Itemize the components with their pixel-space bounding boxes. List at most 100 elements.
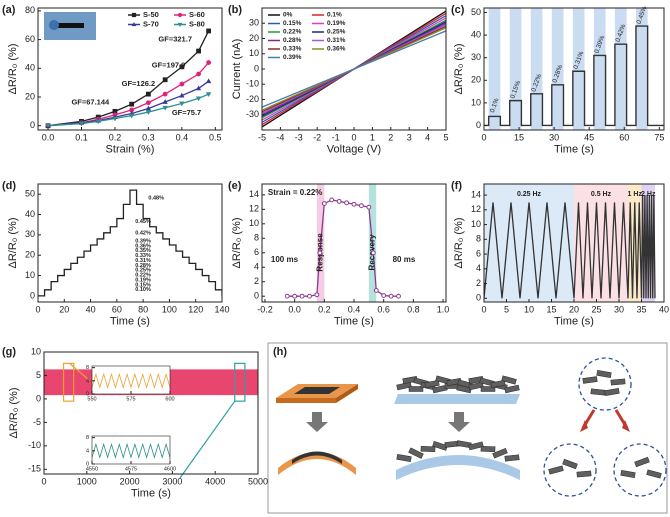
x-axis-label: Time (s) bbox=[110, 316, 150, 328]
marker bbox=[179, 101, 185, 107]
marker bbox=[292, 293, 298, 299]
legend-label: S-50 bbox=[143, 10, 159, 19]
annotation: GF=197.9 bbox=[152, 60, 186, 69]
x-tick-label: -2 bbox=[313, 132, 321, 142]
marker bbox=[344, 200, 350, 206]
y-tick-label: 10 bbox=[249, 48, 259, 58]
y-tick-label: 5 bbox=[36, 370, 41, 380]
y-tick-label: 2 bbox=[254, 276, 259, 286]
x-tick-label: 60 bbox=[619, 132, 629, 142]
shaded-region bbox=[635, 8, 648, 130]
x-tick-label: 0.8 bbox=[407, 304, 420, 314]
x-tick-label: 35 bbox=[636, 304, 646, 314]
x-tick-label: 5 bbox=[504, 304, 509, 314]
annotation: 0.19% bbox=[135, 277, 151, 283]
diagram-frame bbox=[267, 342, 668, 514]
panel-label: (d) bbox=[2, 180, 16, 192]
y-tick-label: 8 bbox=[86, 435, 89, 441]
marker bbox=[321, 201, 327, 206]
x-tick-label: 2000 bbox=[120, 476, 140, 486]
flake bbox=[501, 375, 517, 385]
x-tick-label: -3 bbox=[295, 132, 303, 142]
legend-label: 0.15% bbox=[283, 20, 302, 27]
x-tick-label: 0.2 bbox=[109, 132, 122, 142]
y-tick-label: 10 bbox=[31, 346, 41, 356]
x-tick-label: 600 bbox=[165, 396, 174, 402]
legend-label: 0.25% bbox=[327, 29, 346, 36]
y-tick-label: 4 bbox=[86, 448, 89, 454]
x-tick-label: 4000 bbox=[205, 476, 225, 486]
y-axis-label: ΔR/R₀ (%) bbox=[7, 43, 19, 94]
panel-label: (g) bbox=[2, 346, 16, 358]
flake bbox=[432, 441, 448, 451]
substrate-edge bbox=[276, 398, 336, 403]
x-tick-label: 10 bbox=[524, 304, 534, 314]
x-axis-label: Time (s) bbox=[334, 316, 374, 328]
shaded-region bbox=[509, 8, 522, 130]
panel-label: (b) bbox=[228, 4, 242, 16]
annotation: 80 ms bbox=[393, 255, 416, 264]
y-tick-label: 4 bbox=[254, 262, 259, 272]
panel: (f)0.25 Hz 0.5 Hz 1 Hz 2 Hz0 5 10 15 20 25 30 35 40… bbox=[451, 180, 669, 328]
flake bbox=[408, 447, 424, 459]
panel-label: (f) bbox=[451, 180, 462, 192]
x-axis-label: Time (s) bbox=[554, 316, 594, 328]
marker bbox=[131, 12, 137, 18]
flake bbox=[504, 454, 520, 462]
marker bbox=[78, 121, 85, 127]
y-tick-label: 4 bbox=[476, 263, 481, 273]
line bbox=[47, 80, 209, 127]
glove bbox=[49, 20, 59, 30]
shaded-region bbox=[614, 8, 627, 130]
y-tick-label: -15 bbox=[28, 464, 41, 474]
y-tick-label: -5 bbox=[33, 417, 41, 427]
line bbox=[262, 30, 446, 108]
legend-label: 0.19% bbox=[327, 20, 346, 27]
band-label: 2 Hz bbox=[641, 191, 656, 198]
zoom-marker bbox=[62, 362, 75, 402]
y-tick-label: 20 bbox=[471, 75, 481, 85]
marker bbox=[307, 293, 312, 299]
plot-area bbox=[287, 184, 399, 302]
annotation: GF=321.7 bbox=[158, 35, 192, 44]
y-tick-label: -20 bbox=[246, 94, 259, 104]
y-axis-label: ΔR/R₀ (%) bbox=[453, 43, 465, 94]
band-label: 0.5 Hz bbox=[591, 191, 612, 198]
y-tick-label: 8 bbox=[86, 365, 89, 371]
zoom-connector bbox=[179, 400, 236, 479]
x-tick-label: 30 bbox=[614, 304, 624, 314]
marker bbox=[129, 101, 135, 107]
x-tick-label: 20 bbox=[569, 304, 579, 314]
y-tick-label: 14 bbox=[249, 189, 259, 199]
panel-label: (e) bbox=[228, 180, 242, 192]
y-tick-label: 2 bbox=[476, 278, 481, 288]
x-tick-label: 4575 bbox=[125, 466, 137, 472]
x-tick-label: 1 bbox=[370, 132, 375, 142]
legend-label: S-60 bbox=[189, 10, 205, 19]
legend-label: 0.31% bbox=[327, 37, 346, 44]
annotation: 100 ms bbox=[271, 255, 299, 264]
y-tick-label: 20 bbox=[25, 91, 35, 101]
zoom-circle bbox=[578, 357, 632, 411]
line bbox=[38, 189, 222, 297]
plot-area bbox=[484, 8, 664, 130]
line bbox=[287, 199, 399, 297]
x-tick-label: -0.2 bbox=[257, 304, 273, 314]
panel-label: (h) bbox=[273, 346, 287, 358]
arrow bbox=[622, 420, 630, 432]
y-tick-label: 6 bbox=[476, 248, 481, 258]
y-tick-label: 8 bbox=[254, 233, 259, 243]
marker bbox=[329, 197, 335, 203]
marker bbox=[145, 105, 152, 111]
marker bbox=[162, 77, 168, 83]
x-tick-label: 0 bbox=[481, 132, 486, 142]
y-tick-label: 40 bbox=[471, 29, 481, 39]
flake bbox=[582, 376, 598, 384]
marker bbox=[205, 92, 212, 97]
flake bbox=[468, 381, 484, 391]
legend-label: 0.33% bbox=[283, 46, 302, 53]
x-tick-label: 0.3 bbox=[142, 132, 155, 142]
marker bbox=[196, 48, 201, 54]
